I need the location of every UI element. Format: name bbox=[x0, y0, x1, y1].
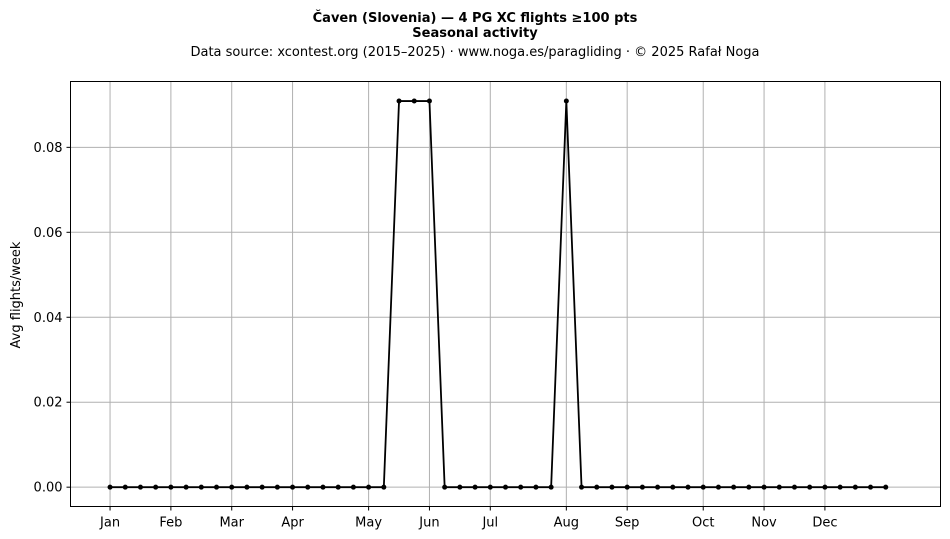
x-tick-label: Apr bbox=[281, 516, 304, 531]
grid-lines bbox=[70, 81, 941, 507]
y-tick-label: 0.06 bbox=[34, 226, 63, 241]
data-point bbox=[533, 484, 539, 490]
data-point bbox=[290, 484, 296, 490]
series-line bbox=[110, 100, 886, 489]
data-point bbox=[776, 484, 782, 490]
x-tick-label: Mar bbox=[219, 516, 244, 531]
data-point bbox=[457, 484, 463, 490]
data-point bbox=[700, 484, 706, 490]
data-point bbox=[229, 484, 235, 490]
data-point bbox=[472, 484, 478, 490]
data-point bbox=[274, 484, 280, 490]
x-tick-label: Nov bbox=[751, 516, 777, 531]
data-point bbox=[579, 484, 585, 490]
y-axis-label: Avg flights/week bbox=[9, 241, 24, 348]
data-point bbox=[107, 484, 113, 490]
data-point bbox=[487, 484, 493, 490]
data-point bbox=[168, 484, 174, 490]
data-point bbox=[305, 484, 311, 490]
x-tick-label: Jul bbox=[481, 516, 498, 531]
data-point bbox=[259, 484, 265, 490]
data-point bbox=[609, 484, 615, 490]
x-tick-label: Dec bbox=[812, 516, 837, 531]
data-point bbox=[639, 484, 645, 490]
data-point bbox=[503, 484, 508, 490]
data-point bbox=[350, 484, 356, 490]
data-point bbox=[761, 484, 767, 490]
data-point bbox=[655, 484, 661, 490]
data-point bbox=[883, 484, 889, 490]
data-point bbox=[837, 484, 843, 490]
data-point bbox=[852, 484, 858, 490]
data-point bbox=[822, 484, 828, 490]
data-point bbox=[198, 484, 204, 490]
x-tick-label: Feb bbox=[159, 516, 182, 531]
x-axis-ticks: Jan Feb Mar Apr May Jun Jul Aug Sep Oct Nov Dec bbox=[99, 506, 837, 531]
data-point bbox=[366, 484, 372, 490]
y-tick-label: 0.04 bbox=[34, 311, 63, 326]
data-point bbox=[426, 98, 432, 104]
x-tick-label: Jun bbox=[418, 516, 439, 531]
data-series bbox=[107, 98, 889, 490]
chart-title-line2: Seasonal activity bbox=[412, 26, 538, 41]
data-point bbox=[563, 98, 569, 104]
chart-subtitle: Data source: xcontest.org (2015–2025) · … bbox=[190, 45, 759, 60]
x-tick-label: Sep bbox=[615, 516, 640, 531]
data-point bbox=[381, 484, 387, 490]
data-point bbox=[746, 484, 752, 490]
data-point bbox=[868, 484, 874, 490]
y-tick-label: 0.00 bbox=[34, 481, 63, 496]
data-point bbox=[594, 484, 600, 490]
data-point bbox=[518, 484, 524, 490]
y-tick-label: 0.02 bbox=[34, 396, 63, 411]
data-point bbox=[670, 484, 676, 490]
data-point bbox=[442, 484, 448, 490]
plot-frame bbox=[70, 81, 941, 507]
x-tick-label: Aug bbox=[554, 516, 579, 531]
data-point bbox=[183, 484, 189, 490]
data-point bbox=[122, 484, 128, 490]
x-tick-label: Oct bbox=[692, 516, 714, 531]
x-tick-label: May bbox=[355, 516, 382, 531]
data-point bbox=[791, 484, 797, 490]
chart-title-line1: Čaven (Slovenia) — 4 PG XC flights ≥100 … bbox=[313, 10, 638, 26]
data-point bbox=[137, 484, 143, 490]
data-point bbox=[244, 484, 250, 490]
data-point bbox=[807, 484, 813, 490]
data-point bbox=[214, 484, 220, 490]
y-tick-label: 0.08 bbox=[34, 141, 63, 156]
data-point bbox=[715, 484, 721, 490]
data-point bbox=[548, 484, 554, 490]
data-point bbox=[153, 484, 159, 490]
data-point bbox=[320, 484, 326, 490]
data-point bbox=[731, 484, 737, 490]
y-axis-ticks: 0.00 0.02 0.04 0.06 0.08 bbox=[34, 141, 71, 496]
data-point bbox=[685, 484, 691, 490]
data-point bbox=[624, 484, 630, 490]
data-point bbox=[396, 98, 402, 104]
data-point bbox=[411, 98, 417, 104]
x-tick-label: Jan bbox=[99, 516, 120, 531]
data-point bbox=[335, 484, 341, 490]
